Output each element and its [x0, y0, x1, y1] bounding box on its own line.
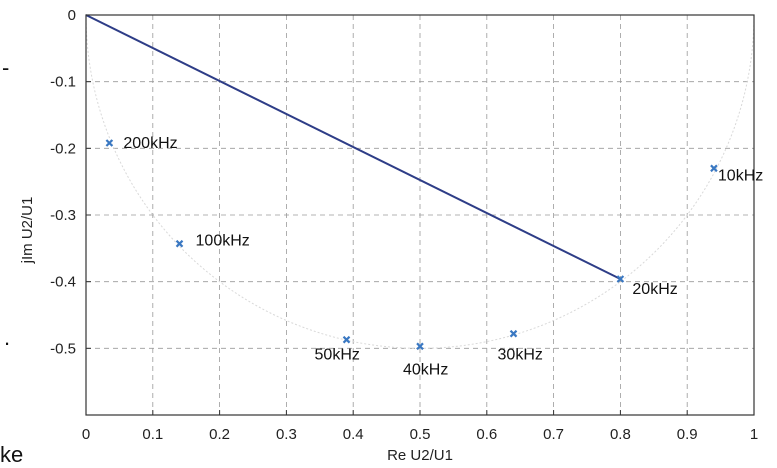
point-label: 20kHz [632, 281, 677, 298]
point-label: 10kHz [718, 167, 763, 184]
data-point: 20kHz [616, 275, 678, 298]
point-label: 30kHz [498, 347, 543, 364]
data-point: 30kHz [498, 329, 543, 364]
circle-locus [85, 14, 755, 349]
x-axis-label: Re U2/U1 [387, 447, 453, 464]
y-tick-label: 0 [68, 7, 76, 24]
point-marker [105, 139, 114, 147]
x-tick-label: 0 [82, 426, 90, 443]
data-point: 10kHz [710, 164, 763, 184]
data-point: 100kHz [175, 233, 250, 250]
plot-frame [85, 14, 755, 416]
x-tick-label: 0.4 [343, 426, 364, 443]
point-label: 40kHz [403, 361, 448, 378]
margin-fragment-dot: . [4, 325, 10, 350]
x-tick-label: 0.3 [276, 426, 297, 443]
data-point: 200kHz [105, 135, 178, 152]
x-tick-label: 0.8 [610, 426, 631, 443]
y-tick-labels: 0 -0.1 -0.2 -0.3 -0.4 -0.5 [50, 7, 76, 357]
x-tick-labels: 0 0.1 0.2 0.3 0.4 0.5 0.6 0.7 0.8 0.9 1 [82, 426, 758, 443]
point-marker [616, 275, 625, 283]
point-label: 50kHz [315, 347, 360, 364]
point-marker [175, 239, 184, 248]
x-tick-label: 0.1 [142, 426, 163, 443]
x-tick-label: 0.2 [209, 426, 230, 443]
point-marker [710, 164, 718, 173]
y-tick-label: -0.4 [50, 274, 76, 291]
point-label: 200kHz [123, 135, 177, 152]
data-point: 50kHz [315, 335, 360, 364]
margin-fragment-ke: ke [0, 442, 23, 467]
point-label: 100kHz [196, 233, 250, 250]
point-marker [342, 335, 351, 344]
x-tick-label: 0.7 [543, 426, 564, 443]
data-points: 10kHz 20kHz 30kHz 40kHz 50kHz 100kHz 200kHz [105, 135, 763, 378]
y-tick-label: -0.1 [50, 74, 76, 91]
margin-fragment-dash: - [2, 55, 9, 80]
y-axis-label: jIm U2/U1 [19, 197, 36, 265]
data-point: 40kHz [403, 342, 448, 378]
x-tick-label: 0.9 [677, 426, 698, 443]
point-marker [509, 329, 518, 338]
x-tick-label: 1 [750, 426, 758, 443]
x-tick-label: 0.5 [410, 426, 431, 443]
y-tick-label: -0.5 [50, 340, 76, 357]
x-tick-label: 0.6 [476, 426, 497, 443]
y-tick-label: -0.2 [50, 140, 76, 157]
point-marker [416, 342, 424, 351]
trace-line [85, 14, 621, 280]
y-tick-label: -0.3 [50, 207, 76, 224]
grid [85, 14, 755, 415]
